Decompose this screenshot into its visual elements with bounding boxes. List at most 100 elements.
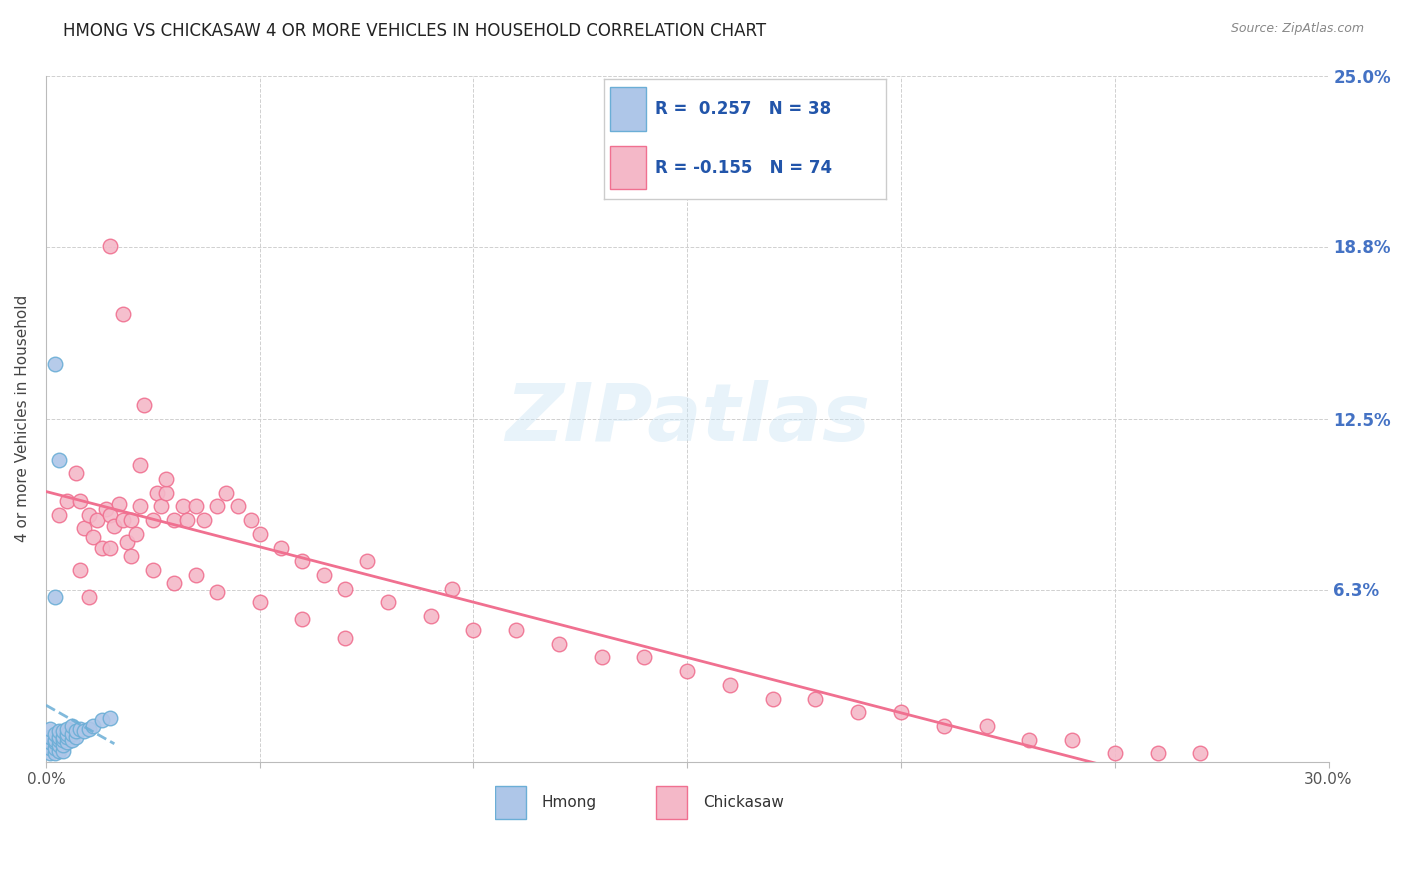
Point: [77, 508, 100, 522]
Point: [312, 568, 335, 582]
Point: [291, 612, 314, 626]
Point: [291, 554, 314, 568]
Point: [65, 730, 87, 744]
Point: [184, 500, 207, 514]
Point: [90, 714, 112, 728]
Point: [172, 500, 194, 514]
Point: [69, 494, 91, 508]
Point: [1189, 747, 1212, 761]
Point: [52, 732, 75, 747]
Point: [52, 730, 75, 744]
Point: [98, 508, 121, 522]
Point: [121, 513, 143, 527]
Point: [134, 398, 156, 412]
Point: [39, 730, 62, 744]
Point: [98, 541, 121, 555]
Point: [163, 576, 186, 591]
Point: [846, 706, 869, 720]
Point: [142, 563, 165, 577]
Point: [60, 719, 83, 733]
Point: [56, 730, 79, 744]
Point: [270, 541, 292, 555]
Point: [804, 691, 827, 706]
Point: [150, 500, 173, 514]
Point: [56, 722, 79, 736]
Point: [44, 357, 66, 371]
Point: [249, 595, 271, 609]
Point: [44, 590, 66, 604]
Point: [44, 727, 66, 741]
Point: [39, 735, 62, 749]
Point: [1018, 732, 1040, 747]
Point: [52, 744, 75, 758]
Point: [98, 711, 121, 725]
Text: ZIPatlas: ZIPatlas: [505, 380, 870, 458]
Point: [155, 472, 177, 486]
Point: [90, 541, 112, 555]
Point: [676, 664, 699, 678]
Point: [39, 722, 62, 736]
Point: [976, 719, 998, 733]
Point: [377, 595, 399, 609]
Point: [111, 513, 134, 527]
Point: [77, 590, 100, 604]
Point: [73, 521, 96, 535]
Point: [146, 485, 169, 500]
Point: [121, 549, 143, 563]
Point: [44, 740, 66, 755]
Point: [56, 494, 79, 508]
Point: [193, 513, 215, 527]
Point: [48, 744, 70, 758]
Point: [48, 738, 70, 752]
Point: [142, 513, 165, 527]
Point: [48, 452, 70, 467]
Point: [214, 485, 236, 500]
Point: [44, 735, 66, 749]
Point: [48, 732, 70, 747]
Point: [115, 535, 138, 549]
Point: [107, 497, 129, 511]
Point: [205, 584, 228, 599]
Point: [335, 631, 357, 645]
Point: [44, 747, 66, 761]
Point: [718, 678, 741, 692]
Point: [1060, 732, 1083, 747]
Y-axis label: 4 or more Vehicles in Household: 4 or more Vehicles in Household: [15, 295, 30, 542]
Point: [103, 518, 125, 533]
Point: [56, 735, 79, 749]
Point: [86, 513, 108, 527]
Point: [1104, 747, 1126, 761]
Point: [129, 458, 152, 473]
Point: [419, 609, 441, 624]
Point: [65, 467, 87, 481]
Point: [463, 623, 485, 637]
Point: [60, 732, 83, 747]
Point: [205, 500, 228, 514]
Point: [111, 307, 134, 321]
Point: [52, 724, 75, 739]
Point: [240, 513, 263, 527]
Point: [56, 727, 79, 741]
Text: HMONG VS CHICKASAW 4 OR MORE VEHICLES IN HOUSEHOLD CORRELATION CHART: HMONG VS CHICKASAW 4 OR MORE VEHICLES IN…: [63, 22, 766, 40]
Point: [48, 730, 70, 744]
Point: [48, 508, 70, 522]
Point: [98, 238, 121, 252]
Point: [69, 722, 91, 736]
Point: [82, 530, 104, 544]
Point: [125, 527, 148, 541]
Point: [1146, 747, 1168, 761]
Point: [633, 650, 655, 665]
Point: [155, 485, 177, 500]
Point: [505, 623, 527, 637]
Point: [249, 527, 271, 541]
Point: [441, 582, 464, 596]
Point: [39, 747, 62, 761]
Point: [60, 727, 83, 741]
Point: [890, 706, 912, 720]
Text: Source: ZipAtlas.com: Source: ZipAtlas.com: [1230, 22, 1364, 36]
Point: [228, 500, 250, 514]
Point: [548, 637, 571, 651]
Point: [52, 738, 75, 752]
Point: [77, 722, 100, 736]
Point: [73, 724, 96, 739]
